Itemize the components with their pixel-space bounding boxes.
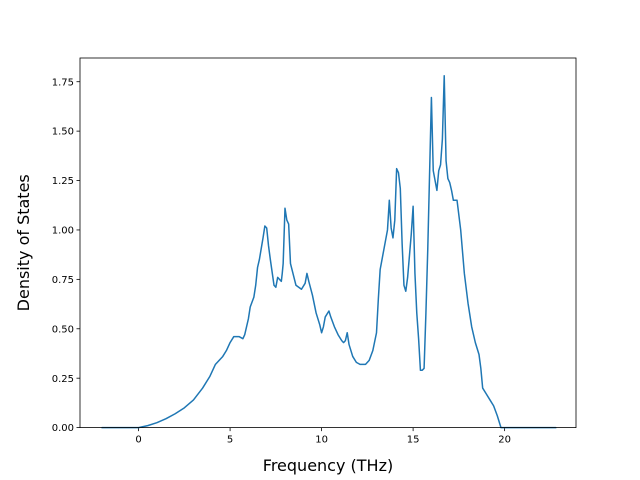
y-tick-label: 0.75 (52, 275, 74, 286)
dos-series-line (101, 75, 557, 429)
y-tick-label: 0.50 (52, 324, 74, 335)
x-tick-label: 15 (407, 435, 420, 446)
y-tick-label: 0.25 (52, 374, 74, 385)
y-tick-label: 1.25 (52, 176, 74, 187)
plot-frame (79, 57, 577, 429)
x-tick-label: 20 (498, 435, 511, 446)
y-tick-label: 1.75 (52, 77, 74, 88)
y-tick-label: 1.00 (52, 226, 74, 237)
x-axis-label: Frequency (THz) (263, 456, 393, 475)
ticks-layer: 0 5 10 15 20 0.00 0.25 0.50 0.75 1.00 1.25 1.50 1.75 (52, 77, 511, 445)
y-axis-label: Density of States (14, 174, 33, 311)
series-layer (101, 75, 557, 429)
x-tick-label: 5 (227, 435, 233, 446)
x-tick-label: 0 (135, 435, 141, 446)
x-tick-label: 10 (315, 435, 328, 446)
y-tick-label: 0.00 (52, 423, 74, 434)
y-tick-label: 1.50 (52, 127, 74, 138)
